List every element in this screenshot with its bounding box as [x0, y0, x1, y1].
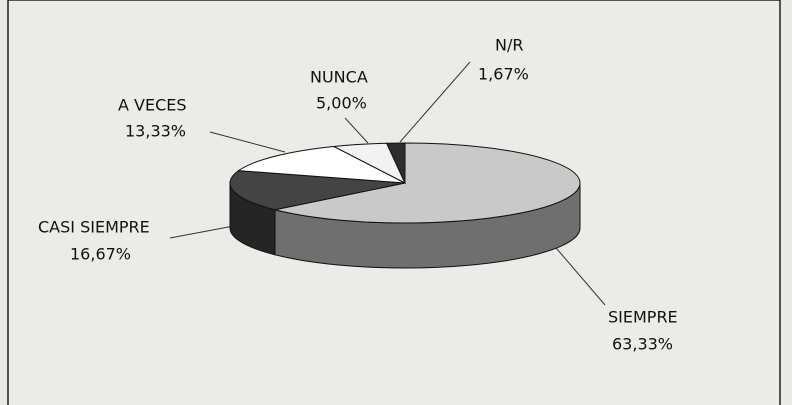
slice-label: CASI SIEMPRE — [38, 218, 150, 237]
pie-slice — [229, 170, 406, 211]
pie-slice — [385, 142, 406, 184]
slice-label: NUNCA — [310, 68, 368, 87]
value-label: 13,33% — [125, 122, 186, 141]
pie-slice — [274, 142, 581, 224]
leader-line — [344, 117, 369, 144]
value-label: 63,33% — [612, 335, 673, 354]
leader-line — [209, 131, 286, 153]
value-label: 16,67% — [70, 245, 131, 264]
slice-label: A VECES — [118, 96, 187, 115]
slice-label: SIEMPRE — [608, 308, 678, 327]
pie-slice — [237, 145, 406, 184]
value-label: 1,67% — [478, 65, 529, 84]
slice-label: N/R — [495, 36, 523, 55]
leader-line — [399, 61, 471, 143]
value-label: 5,00% — [316, 94, 367, 113]
